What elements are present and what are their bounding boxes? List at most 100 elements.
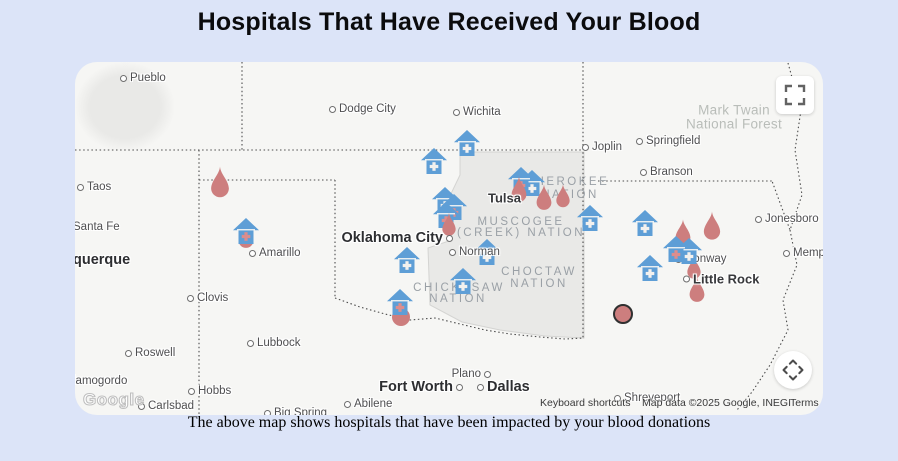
blood-drop-marker[interactable]: [685, 254, 703, 287]
city-label-abilene: Abilene: [344, 398, 392, 410]
city-label-joplin: Joplin: [582, 141, 622, 153]
city-marker-dot: [640, 168, 647, 176]
city-name: querque: [75, 252, 131, 268]
city-marker-dot: [77, 183, 84, 191]
city-name: Dallas: [487, 379, 530, 395]
blood-drop-marker[interactable]: [509, 174, 529, 210]
nation-label-muscogee: MUSCOGEE: [477, 216, 565, 228]
city-marker-dot: [187, 294, 194, 302]
city-label-querque: querque: [75, 252, 130, 268]
hospital-house-icon: [663, 236, 689, 262]
city-marker-dot: [683, 275, 690, 283]
hospital-house-icon: [394, 247, 420, 273]
nation-label-creek-nation: (CREEK) NATION: [456, 227, 586, 239]
blood-drop-icon: [703, 209, 721, 240]
blood-drop-marker[interactable]: [440, 211, 458, 244]
nation-label-nation: NATION: [541, 189, 599, 201]
city-marker-dot: [783, 249, 790, 257]
hospital-marker[interactable]: [454, 129, 480, 162]
hospital-house-icon: [450, 268, 476, 294]
hospital-house-icon: [474, 239, 500, 265]
city-name: Carlsbad: [148, 400, 195, 412]
blood-drop-marker[interactable]: [534, 182, 554, 219]
city-marker-dot: [636, 137, 643, 145]
forest-label-national-forest: National Forest: [685, 116, 783, 132]
city-label-oklahoma-city: Oklahoma City: [341, 230, 453, 246]
nation-label-cherokee: CHEROKEE: [524, 176, 610, 188]
city-name: Memp: [793, 247, 823, 259]
pan-arrows-icon: [782, 359, 804, 381]
city-marker-dot: [329, 105, 336, 113]
hospital-marker[interactable]: [233, 217, 259, 250]
blood-drop-icon: [556, 182, 570, 208]
map-canvas[interactable]: CHEROKEE NATION MUSCOGEE (CREEK) NATION CHOC…: [75, 62, 823, 415]
page-title: Hospitals That Have Received Your Blood: [197, 8, 701, 36]
google-logo: Google: [82, 389, 145, 409]
terms-link[interactable]: Terms: [790, 397, 819, 409]
city-marker-dot: [755, 215, 762, 223]
city-name: Joplin: [592, 141, 623, 153]
city-label-pueblo: Pueblo: [120, 72, 166, 84]
city-name: Plano: [451, 368, 481, 380]
blood-drop-icon: [536, 182, 552, 210]
hospital-marker[interactable]: [394, 246, 420, 279]
keyboard-shortcuts-button[interactable]: Keyboard shortcuts: [540, 397, 631, 409]
city-marker-dot: [449, 248, 456, 256]
city-name: Big Spring: [274, 407, 328, 415]
blood-drop-icon: [442, 211, 456, 237]
city-label-big-spring: Big Spring: [264, 407, 327, 415]
hospital-marker[interactable]: [474, 238, 500, 271]
hospital-marker[interactable]: [577, 204, 603, 237]
hospital-marker[interactable]: [450, 267, 476, 300]
city-name: Oklahoma City: [341, 230, 443, 246]
fullscreen-icon: [784, 84, 806, 106]
city-label-springfield: Springfield: [636, 135, 700, 147]
city-name: Shreveport: [624, 392, 681, 404]
city-marker-dot: [484, 370, 491, 378]
hospital-marker[interactable]: [632, 209, 658, 242]
city-name: Taos: [87, 181, 112, 193]
blood-drop-marker[interactable]: [673, 217, 693, 253]
city-marker-dot: [344, 400, 351, 408]
blood-drop-marker[interactable]: [554, 182, 572, 215]
city-name: Abilene: [354, 398, 393, 410]
blood-drop-marker[interactable]: [687, 274, 707, 310]
city-label-taos: Taos: [77, 181, 111, 193]
marker-layer: CHEROKEE NATION MUSCOGEE (CREEK) NATION CHOC…: [75, 62, 823, 415]
city-label-branson: Branson: [640, 166, 693, 178]
city-marker-dot: [453, 108, 460, 116]
city-label-dodge-city: Dodge City: [329, 103, 396, 115]
blood-drop-icon: [687, 254, 701, 280]
city-label-carlsbad: Carlsbad: [138, 400, 194, 412]
hospital-marker[interactable]: [637, 254, 663, 287]
page-caption: The above map shows hospitals that have …: [187, 414, 711, 431]
city-label-wichita: Wichita: [453, 106, 501, 118]
city-name: Jonesboro: [765, 213, 819, 225]
blood-drop-icon: [689, 274, 705, 302]
fullscreen-button[interactable]: [776, 76, 814, 114]
city-marker-dot: [249, 249, 256, 257]
blood-drop-icon: [675, 217, 691, 245]
hospital-marker[interactable]: [421, 147, 447, 180]
donation-circle-outlined[interactable]: [613, 304, 633, 324]
hospital-house-icon: [233, 218, 259, 244]
city-label-shreveport: Shreveport: [614, 392, 680, 404]
pan-control-button[interactable]: [774, 351, 812, 389]
city-marker-dot: [456, 383, 463, 391]
blood-drop-marker[interactable]: [208, 164, 232, 206]
city-marker-dot: [188, 387, 195, 395]
blood-drop-marker[interactable]: [701, 209, 723, 248]
hospital-house-icon: [577, 205, 603, 231]
city-label-little-rock: Little Rock: [683, 272, 759, 287]
map-data-attribution: Map data ©2025 Google, INEGI: [642, 397, 791, 409]
city-marker-dot: [582, 143, 589, 151]
nation-label-nation: NATION: [429, 293, 487, 305]
city-name: Santa Fe: [75, 221, 120, 233]
city-name: Roswell: [135, 347, 176, 359]
city-label-santa-fe: Santa Fe: [75, 221, 120, 233]
city-label-dallas: Dallas: [477, 379, 530, 395]
hospital-marker[interactable]: [663, 235, 689, 268]
city-label-jonesboro: Jonesboro: [755, 213, 819, 225]
city-label-hobbs: Hobbs: [188, 385, 231, 397]
hospital-marker[interactable]: [387, 288, 413, 321]
